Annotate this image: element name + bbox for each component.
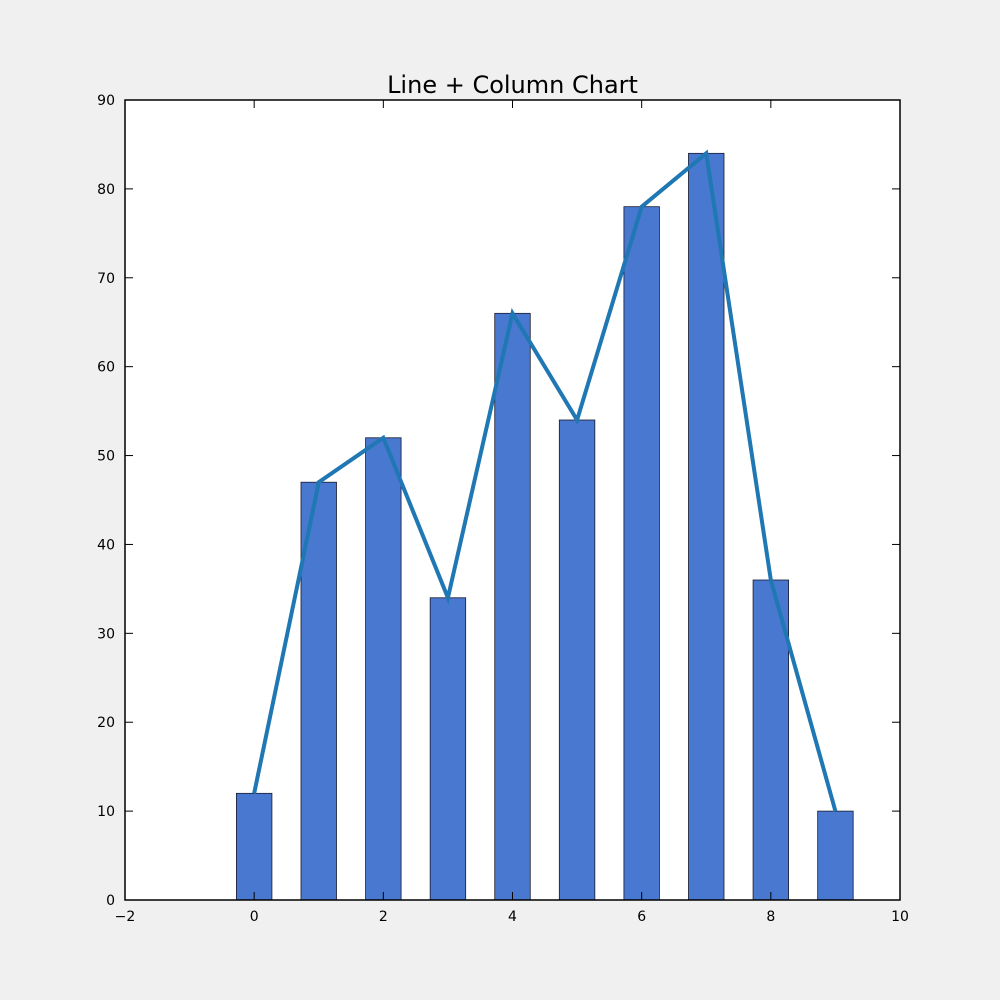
x-tick-label: 2 bbox=[379, 909, 388, 925]
x-tick-label: 4 bbox=[508, 909, 517, 925]
y-tick-label: 70 bbox=[97, 271, 115, 287]
y-tick-label: 80 bbox=[97, 182, 115, 198]
series-line bbox=[252, 149, 838, 812]
y-tick-label: 10 bbox=[97, 804, 115, 820]
x-tick-label: 10 bbox=[891, 909, 909, 925]
chart-title: Line + Column Chart bbox=[387, 71, 638, 99]
bar bbox=[236, 792, 273, 901]
y-tick-label: 0 bbox=[106, 893, 115, 909]
x-tick-label: 0 bbox=[250, 909, 259, 925]
bar bbox=[494, 312, 531, 901]
bar bbox=[623, 206, 660, 901]
x-tick-label: −2 bbox=[115, 909, 136, 925]
x-tick-label: 6 bbox=[637, 909, 646, 925]
y-axis: 0 10 20 30 40 50 60 70 80 90 bbox=[97, 93, 900, 909]
x-axis: −2 0 2 4 6 8 10 bbox=[115, 100, 909, 925]
bar bbox=[429, 597, 467, 901]
y-tick-label: 50 bbox=[97, 449, 115, 465]
bar bbox=[300, 481, 337, 901]
y-tick-label: 90 bbox=[97, 93, 115, 109]
line-series bbox=[252, 149, 838, 812]
bar bbox=[365, 437, 402, 901]
bar bbox=[817, 810, 854, 901]
x-tick-label: 8 bbox=[766, 909, 775, 925]
y-tick-label: 60 bbox=[97, 360, 115, 376]
y-tick-label: 20 bbox=[97, 715, 115, 731]
bar bbox=[558, 419, 596, 901]
y-tick-label: 30 bbox=[97, 626, 115, 642]
y-tick-label: 40 bbox=[97, 537, 115, 553]
bar bbox=[688, 152, 725, 901]
